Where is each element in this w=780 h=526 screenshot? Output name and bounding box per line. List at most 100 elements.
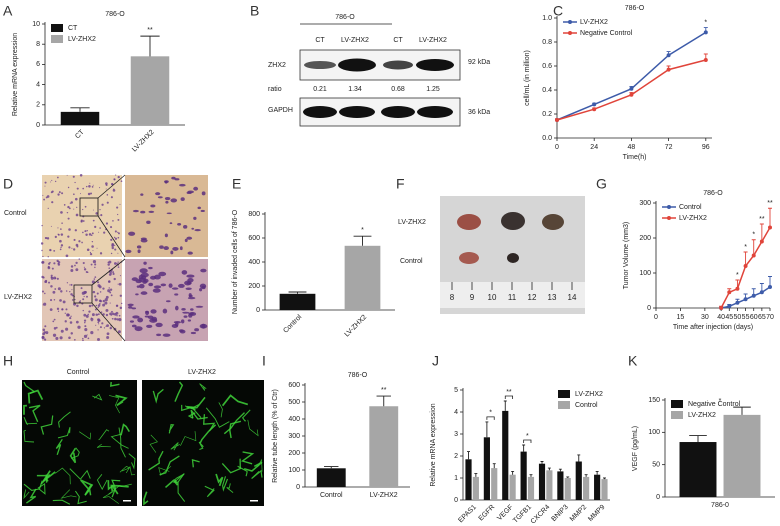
cell xyxy=(70,332,74,335)
y-tick-label: 0 xyxy=(454,497,458,504)
cell xyxy=(53,327,57,330)
cell xyxy=(92,184,94,186)
tube xyxy=(110,484,129,491)
cell xyxy=(118,314,121,317)
tube xyxy=(40,415,54,435)
y-tick-label: 10 xyxy=(32,21,40,28)
ruler xyxy=(440,282,585,308)
tube xyxy=(118,427,126,458)
legend-swatch xyxy=(51,24,63,32)
y-tick-label: 800 xyxy=(248,211,260,218)
tube xyxy=(198,441,204,451)
cell xyxy=(117,261,119,263)
cell xyxy=(120,180,123,182)
bar xyxy=(557,471,564,500)
cell xyxy=(116,318,119,321)
y-tick-label: 4 xyxy=(36,81,40,88)
cell xyxy=(154,274,161,280)
cell xyxy=(69,202,71,204)
cell xyxy=(92,209,94,211)
cell xyxy=(140,210,146,214)
tube xyxy=(23,429,35,443)
cell xyxy=(109,291,112,294)
cell xyxy=(82,298,85,301)
cell xyxy=(89,253,93,256)
bar xyxy=(472,476,479,500)
zoom-box xyxy=(79,197,99,217)
cell xyxy=(92,290,96,294)
cell xyxy=(127,303,134,307)
cell xyxy=(55,326,58,329)
cell xyxy=(43,198,46,201)
y-tick-label: 100 xyxy=(639,270,651,277)
cell xyxy=(143,261,147,265)
cell xyxy=(199,283,207,289)
cell xyxy=(77,325,81,329)
significance: * xyxy=(744,244,747,251)
point xyxy=(555,118,559,122)
error-bar xyxy=(577,454,581,462)
bar xyxy=(60,111,100,125)
significance: ** xyxy=(506,389,512,396)
significance: * xyxy=(736,272,739,279)
cell xyxy=(86,248,90,252)
cell xyxy=(163,246,169,250)
cell xyxy=(158,271,167,277)
significance-bracket xyxy=(523,439,532,443)
cell xyxy=(200,268,207,273)
cell xyxy=(41,290,44,293)
x-tick-label: 40 xyxy=(717,314,725,321)
cell xyxy=(57,233,59,235)
cell xyxy=(171,287,179,290)
cell xyxy=(88,310,91,313)
cell xyxy=(114,230,117,233)
y-tick-label: 100 xyxy=(288,467,300,474)
cell xyxy=(187,277,194,283)
cell xyxy=(94,263,97,266)
point xyxy=(735,300,740,305)
y-tick-label: 200 xyxy=(288,450,300,457)
cell xyxy=(113,178,116,181)
y-tick-label: 400 xyxy=(288,416,300,423)
cell xyxy=(76,206,78,209)
cell xyxy=(139,283,145,289)
y-tick-label: 6 xyxy=(36,61,40,68)
x-tick-label: 15 xyxy=(677,314,685,321)
cell xyxy=(80,287,83,290)
blot-row-label: ZHX2 xyxy=(268,62,286,69)
point xyxy=(759,239,764,244)
panel-letter: F xyxy=(396,176,405,192)
significance: * xyxy=(526,433,529,440)
tube xyxy=(74,490,87,505)
cell xyxy=(160,283,167,287)
x-tick-label: 96 xyxy=(702,144,710,151)
error-bar xyxy=(474,473,478,477)
cell xyxy=(49,261,51,264)
tube xyxy=(92,393,103,401)
ruler-label: 11 xyxy=(508,293,517,302)
cell xyxy=(59,239,62,243)
tube xyxy=(215,473,224,487)
error-bar xyxy=(522,444,526,452)
tube xyxy=(174,381,184,402)
cell xyxy=(155,322,163,328)
cell xyxy=(84,321,86,324)
tube xyxy=(23,416,38,426)
cell xyxy=(60,233,64,236)
cell xyxy=(170,198,178,203)
legend-marker xyxy=(568,20,572,24)
x-tick-label: BNIP3 xyxy=(551,504,570,523)
legend-marker xyxy=(667,216,671,220)
cell xyxy=(82,187,85,190)
bar xyxy=(369,406,399,487)
cell xyxy=(82,231,84,234)
cell xyxy=(64,312,66,314)
legend-label: LV-ZHX2 xyxy=(679,215,707,222)
cell xyxy=(57,262,60,265)
bar xyxy=(594,474,601,500)
cell xyxy=(61,308,64,311)
cell xyxy=(60,329,64,333)
cell xyxy=(51,201,54,204)
cell xyxy=(84,230,87,233)
cell xyxy=(146,220,151,224)
